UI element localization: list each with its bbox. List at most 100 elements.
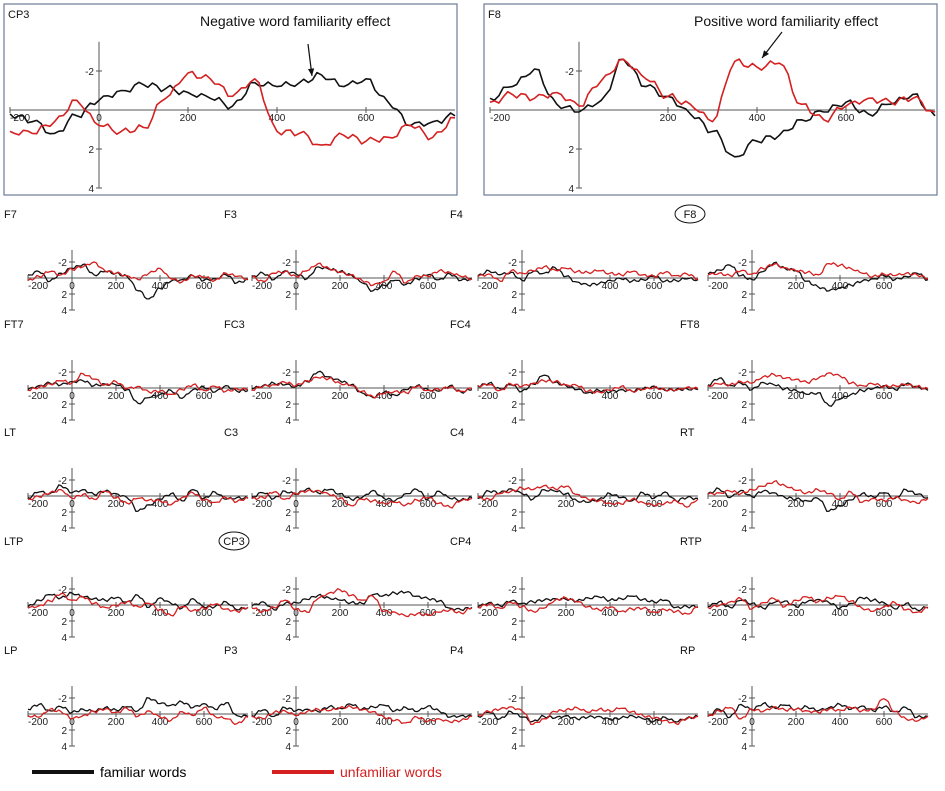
x-tick-label: 600 — [876, 391, 893, 402]
y-tick-label: -2 — [58, 258, 67, 269]
y-tick-label: 4 — [285, 416, 291, 427]
x-tick-label: -200 — [490, 113, 510, 124]
x-tick-label: 600 — [196, 608, 213, 619]
y-tick-label: -2 — [282, 694, 291, 705]
chart-lt: LT -200 0 200 400 600 -2 2 4 — [4, 427, 249, 535]
effect-annotation: Negative word familiarity effect — [200, 13, 390, 29]
series-line-familiar — [27, 697, 249, 718]
x-tick-label: 600 — [196, 499, 213, 510]
legend-familiar-label: familiar words — [100, 764, 187, 780]
series-line-unfamiliar — [251, 588, 473, 618]
y-tick-label: 4 — [511, 742, 517, 753]
x-tick-label: 0 — [293, 281, 299, 292]
chart-rt: RT -200 200 400 600 -2 2 4 — [680, 427, 929, 535]
y-tick-label: 2 — [511, 617, 517, 628]
series-line-familiar — [477, 595, 699, 610]
x-tick-label: 600 — [876, 281, 893, 292]
x-tick-label: 400 — [269, 113, 286, 124]
x-tick-label: 400 — [749, 113, 766, 124]
x-tick-label: 600 — [838, 113, 855, 124]
x-tick-label: 200 — [332, 499, 349, 510]
x-tick-label: -200 — [708, 717, 728, 728]
x-tick-label: 0 — [69, 281, 75, 292]
x-tick-label: 600 — [420, 391, 437, 402]
x-tick-label: 400 — [832, 499, 849, 510]
x-tick-label: 200 — [108, 499, 125, 510]
y-tick-label: 2 — [61, 290, 67, 301]
y-tick-label: -2 — [282, 368, 291, 379]
y-tick-label: 4 — [741, 742, 747, 753]
chart-title-circle — [674, 204, 706, 224]
x-tick-label: 0 — [749, 717, 755, 728]
x-tick-label: 200 — [332, 608, 349, 619]
x-tick-label: 400 — [152, 281, 169, 292]
legend-unfamiliar: unfamiliar words — [272, 762, 442, 782]
x-tick-label: -200 — [478, 281, 498, 292]
series-line-unfamiliar — [251, 262, 473, 287]
y-tick-label: 2 — [285, 400, 291, 411]
y-tick-label: 2 — [511, 726, 517, 737]
chart-lp: LP -200 0 200 400 600 -2 2 4 — [4, 645, 249, 753]
y-tick-label: -2 — [282, 476, 291, 487]
y-tick-label: -2 — [58, 694, 67, 705]
y-tick-label: 2 — [511, 508, 517, 519]
x-tick-label: -200 — [252, 608, 272, 619]
series-line-familiar — [27, 591, 249, 611]
y-tick-label: 2 — [741, 400, 747, 411]
y-tick-label: 4 — [88, 184, 94, 195]
chart-rtp: RTP -200 200 400 600 -2 2 4 — [680, 536, 929, 644]
y-tick-label: -2 — [738, 368, 747, 379]
y-tick-label: -2 — [508, 694, 517, 705]
x-tick-label: 400 — [832, 391, 849, 402]
chart-title: CP3 — [8, 9, 29, 21]
x-tick-label: 0 — [69, 608, 75, 619]
x-tick-label: 400 — [376, 391, 393, 402]
series-line-unfamiliar — [27, 706, 249, 726]
y-tick-label: 2 — [61, 508, 67, 519]
chart-title: RTP — [680, 536, 702, 548]
y-tick-label: -2 — [282, 585, 291, 596]
chart-rp: RP -200 0 200 400 600 -2 2 4 — [680, 645, 929, 753]
x-tick-label: 600 — [646, 391, 663, 402]
series-line-unfamiliar — [489, 58, 936, 123]
y-tick-label: 4 — [511, 416, 517, 427]
chart-title: C3 — [224, 427, 238, 439]
chart-ft7: FT7 -200 0 200 400 600 -2 2 4 — [4, 319, 249, 427]
annotation-arrowhead — [307, 68, 315, 76]
x-tick-label: 400 — [602, 717, 619, 728]
x-tick-label: 200 — [788, 717, 805, 728]
chart-title: FC3 — [224, 319, 245, 331]
x-tick-label: 600 — [420, 608, 437, 619]
chart-title: F3 — [224, 209, 237, 221]
y-tick-label: 4 — [61, 742, 67, 753]
y-tick-label: 4 — [285, 742, 291, 753]
x-tick-label: 600 — [876, 499, 893, 510]
y-tick-label: 4 — [61, 633, 67, 644]
x-tick-label: 200 — [788, 608, 805, 619]
x-tick-label: 600 — [876, 608, 893, 619]
y-tick-label: 4 — [741, 416, 747, 427]
y-tick-label: -2 — [282, 258, 291, 269]
x-tick-label: -200 — [708, 499, 728, 510]
x-tick-label: 600 — [876, 717, 893, 728]
x-tick-label: 600 — [196, 717, 213, 728]
chart-title: F4 — [450, 209, 463, 221]
chart-title: P4 — [450, 645, 463, 657]
x-tick-label: 200 — [788, 499, 805, 510]
series-line-familiar — [477, 710, 699, 724]
chart-title: FT7 — [4, 319, 24, 331]
y-tick-label: 2 — [285, 508, 291, 519]
x-tick-label: -200 — [28, 281, 48, 292]
series-line-unfamiliar — [28, 488, 249, 506]
x-tick-label: 600 — [646, 499, 663, 510]
y-tick-label: -2 — [738, 258, 747, 269]
x-tick-label: -200 — [28, 499, 48, 510]
chart-cp3: CP3 -200 0 200 400 600 -2 2 4 — [218, 531, 473, 644]
series-line-familiar — [707, 261, 929, 292]
chart-ft8: FT8 -200 200 400 600 -2 2 4 — [680, 319, 929, 427]
y-tick-label: 2 — [61, 726, 67, 737]
y-tick-label: -2 — [508, 585, 517, 596]
x-tick-label: 200 — [660, 113, 677, 124]
x-tick-label: 400 — [832, 608, 849, 619]
x-tick-label: 400 — [376, 281, 393, 292]
